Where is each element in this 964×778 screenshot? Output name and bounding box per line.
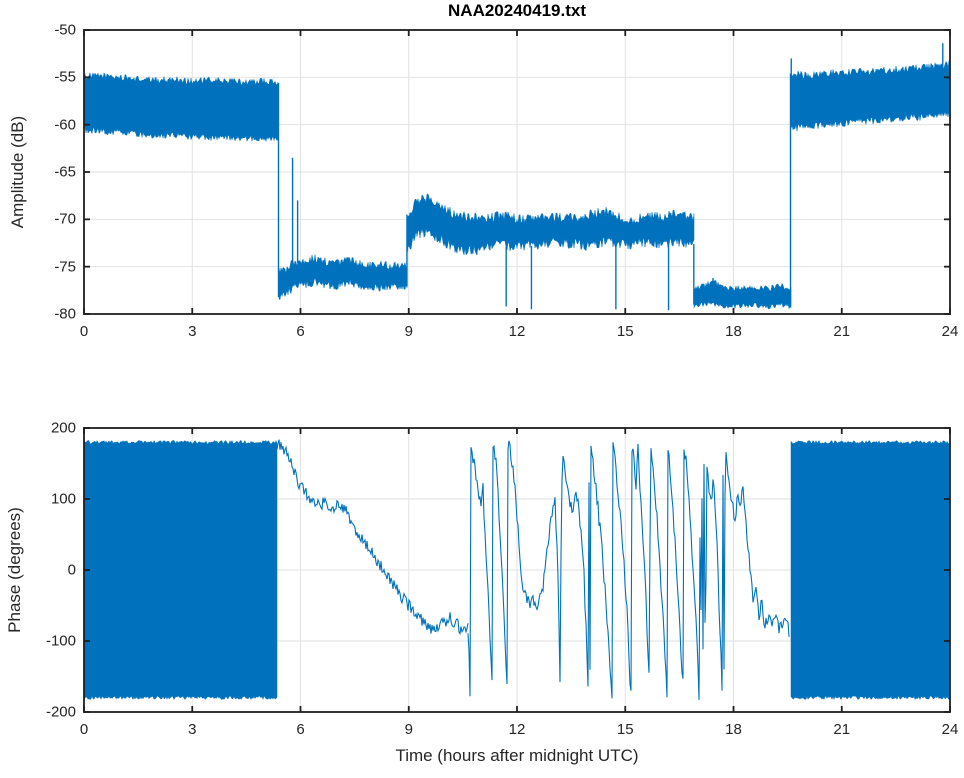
y-tick-label: -55 xyxy=(54,68,76,86)
x-tick-label: 0 xyxy=(79,323,89,340)
y-tick-label: -80 xyxy=(54,305,76,323)
time-x-axis-label: Time (hours after midnight UTC) xyxy=(395,746,639,765)
x-tick-label: 12 xyxy=(508,323,526,340)
x-tick-label: 18 xyxy=(725,721,742,738)
phase-subplot xyxy=(83,427,951,713)
signal-noise-band xyxy=(278,254,408,300)
y-tick-label: -50 xyxy=(54,21,76,39)
y-tick-label: -65 xyxy=(54,163,76,181)
y-tick-label: -70 xyxy=(54,210,76,228)
y-tick-label: -60 xyxy=(54,116,76,134)
x-tick-label: 3 xyxy=(188,721,197,738)
amplitude-y-axis-label: Amplitude (dB) xyxy=(8,115,27,229)
x-tick-label: 24 xyxy=(941,323,959,340)
y-tick-label: -100 xyxy=(45,632,76,650)
x-tick-label: 21 xyxy=(833,323,851,340)
y-tick-label: -75 xyxy=(54,258,76,276)
x-tick-label: 12 xyxy=(508,721,526,738)
signal-noise-band xyxy=(406,193,695,256)
x-tick-label: 6 xyxy=(296,323,305,340)
x-tick-label: 9 xyxy=(404,323,413,340)
x-tick-label: 15 xyxy=(616,721,634,738)
amplitude-subplot xyxy=(83,29,951,315)
y-tick-label: -200 xyxy=(45,703,76,721)
signal-noise-band xyxy=(790,60,951,132)
x-tick-label: 21 xyxy=(833,721,851,738)
x-tick-label: 0 xyxy=(79,721,89,738)
signal-noise-band xyxy=(83,439,278,701)
x-tick-label: 24 xyxy=(941,721,959,738)
signal-noise-band xyxy=(83,71,279,143)
y-tick-label: 0 xyxy=(67,561,76,579)
x-tick-label: 18 xyxy=(725,323,742,340)
x-tick-label: 15 xyxy=(616,323,634,340)
figure-title: NAA20240419.txt xyxy=(448,1,586,20)
x-tick-label: 9 xyxy=(404,721,413,738)
x-tick-label: 3 xyxy=(188,323,197,340)
phase-y-axis-label: Phase (degrees) xyxy=(5,507,24,633)
signal-trace xyxy=(276,439,469,636)
signal-noise-band xyxy=(790,439,951,701)
y-tick-label: 200 xyxy=(50,419,76,437)
x-tick-label: 6 xyxy=(296,721,305,738)
signal-noise-band xyxy=(693,280,792,310)
y-tick-label: 100 xyxy=(50,490,76,508)
signal-trace xyxy=(467,440,790,700)
